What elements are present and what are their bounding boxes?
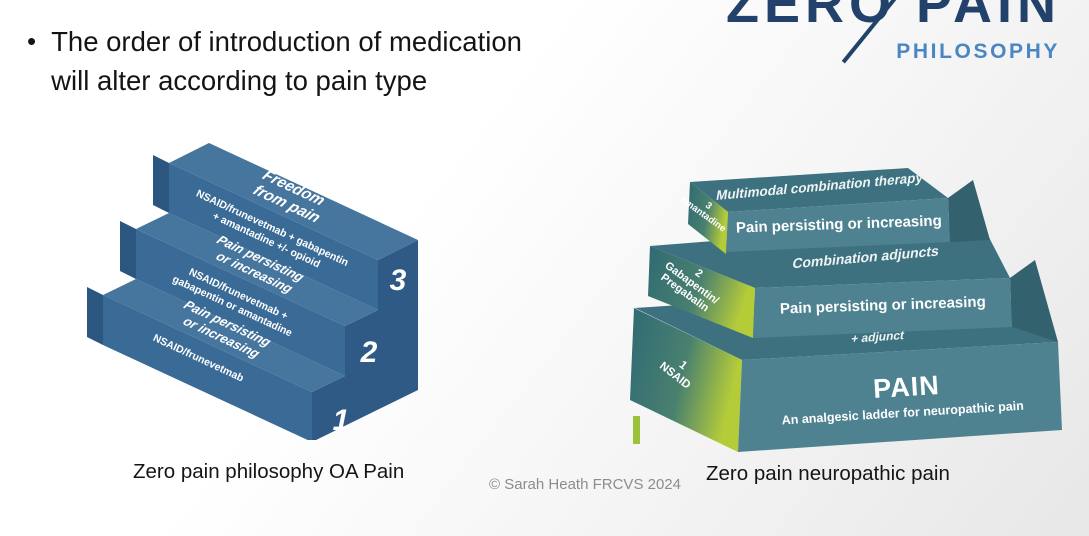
oa-step2-riser-face xyxy=(136,229,345,376)
caption-oa-pain: Zero pain philosophy OA Pain xyxy=(133,460,405,483)
neuro-tier3-right-end-face xyxy=(948,180,990,242)
neuro-tier3-front-face xyxy=(726,198,950,252)
neuro-tier3-number: 3 xyxy=(703,200,714,212)
neuro-tier3-top-face xyxy=(690,168,948,212)
neuro-tier1-front-face xyxy=(738,342,1062,452)
oa-step3-end-cap xyxy=(153,155,169,213)
neuro-tier3-side-face xyxy=(688,182,728,254)
neuro-tier1-front-title: PAIN xyxy=(872,370,940,404)
logo-text-pain: PAIN xyxy=(895,0,1061,34)
neuro-tier1-top-label: + adjunct xyxy=(850,328,905,346)
logo-word-zeropain: ZERO PAIN xyxy=(726,0,1061,34)
oa-step3-number: 3 xyxy=(390,264,407,297)
logo-text-zer: ZER xyxy=(725,0,849,34)
bullet-line-2: will alter according to pain type xyxy=(51,65,428,96)
oa-step1-number: 1 xyxy=(333,404,350,437)
bullet-line-1: The order of introduction of medication xyxy=(51,26,522,57)
oa-step1-end-cap xyxy=(87,287,103,345)
oa-step1-tread-face xyxy=(103,279,345,392)
oa-step1-riser-face xyxy=(103,295,312,440)
neuro-tier2-right-end-face xyxy=(1010,260,1058,342)
bullet-block: • The order of introduction of medicatio… xyxy=(27,22,522,100)
oa-step2-number: 2 xyxy=(360,336,378,369)
oa-pain-staircase-diagram: NSAID/frunevetmab Pain persisting or inc… xyxy=(87,143,418,440)
oa-step2-tread-face xyxy=(136,213,378,326)
oa-right-side-face xyxy=(312,240,418,440)
logo-wordmark: ZERO PAIN xyxy=(726,0,1061,36)
neuropathic-pain-ladder-diagram: Multimodal combination therapy Pain pers… xyxy=(630,168,1062,452)
copyright-text: © Sarah Heath FRCVS 2024 xyxy=(489,476,681,493)
neuro-tier2-side-face xyxy=(648,246,755,338)
logo-subtitle: PHILOSOPHY xyxy=(896,40,1060,63)
neuro-green-sliver xyxy=(633,416,640,444)
neuro-tier2-front-face xyxy=(753,278,1012,338)
bullet-text: The order of introduction of medication … xyxy=(51,22,522,100)
bullet-marker: • xyxy=(27,26,37,56)
oa-step3-riser-face xyxy=(169,163,378,310)
oa-step3-top-face xyxy=(169,143,418,260)
caption-neuropathic-pain: Zero pain neuropathic pain xyxy=(706,462,950,485)
zero-pain-philosophy-logo: ZERO PAIN PHILOSOPHY xyxy=(726,0,1061,64)
oa-step2-end-cap xyxy=(120,221,136,279)
neuro-tier1-side-face xyxy=(630,308,742,452)
